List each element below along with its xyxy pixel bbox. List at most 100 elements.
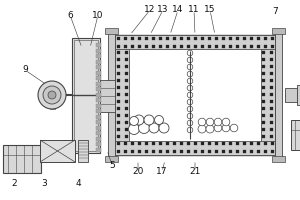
Bar <box>166 150 169 153</box>
Circle shape <box>222 124 230 132</box>
Bar <box>159 45 162 48</box>
Bar <box>215 142 218 145</box>
Bar <box>166 45 169 48</box>
Bar <box>96 131 101 135</box>
Bar <box>152 142 155 145</box>
Circle shape <box>38 81 66 109</box>
Bar <box>270 65 273 68</box>
Bar <box>243 45 246 48</box>
Bar <box>96 71 101 74</box>
Bar <box>261 49 275 141</box>
Bar <box>125 93 128 96</box>
Bar <box>117 86 120 89</box>
Bar <box>236 142 239 145</box>
Bar <box>117 93 120 96</box>
Bar <box>117 79 120 82</box>
Text: 14: 14 <box>172 5 184 15</box>
Bar <box>117 128 120 131</box>
Bar <box>201 37 204 40</box>
Circle shape <box>198 118 206 126</box>
Bar <box>222 142 225 145</box>
Bar <box>125 107 128 110</box>
Bar <box>270 107 273 110</box>
Circle shape <box>149 123 159 133</box>
Bar <box>96 98 101 102</box>
Bar <box>187 45 190 48</box>
Bar <box>96 126 101 130</box>
Text: 3: 3 <box>41 178 47 188</box>
Bar <box>236 150 239 153</box>
Bar <box>208 142 211 145</box>
Bar <box>74 40 98 151</box>
Bar <box>100 80 115 112</box>
Bar <box>90 89 96 101</box>
Bar <box>262 65 265 68</box>
Bar <box>96 136 101 140</box>
Bar <box>257 37 260 40</box>
Bar <box>270 114 273 117</box>
Circle shape <box>43 86 61 104</box>
Bar <box>236 37 239 40</box>
Bar <box>159 150 162 153</box>
Text: 20: 20 <box>132 168 144 176</box>
Bar <box>194 150 197 153</box>
Circle shape <box>130 116 139 126</box>
Bar <box>40 140 75 162</box>
Bar <box>270 51 273 54</box>
Bar <box>96 142 101 146</box>
Bar <box>117 58 120 61</box>
Bar <box>129 49 261 141</box>
Bar <box>145 45 148 48</box>
Bar <box>201 45 204 48</box>
Bar <box>229 142 232 145</box>
Bar <box>187 142 190 145</box>
Bar <box>270 72 273 75</box>
Bar <box>250 45 253 48</box>
Bar <box>96 82 101 86</box>
Bar <box>229 150 232 153</box>
Bar <box>222 150 225 153</box>
Bar <box>262 93 265 96</box>
Bar <box>262 79 265 82</box>
Bar <box>96 148 101 152</box>
Circle shape <box>159 123 169 133</box>
Bar <box>117 100 120 103</box>
Bar <box>125 114 128 117</box>
Bar <box>257 45 260 48</box>
Bar <box>215 45 218 48</box>
Bar <box>264 150 267 153</box>
Bar <box>264 37 267 40</box>
Bar <box>159 142 162 145</box>
Circle shape <box>222 118 230 126</box>
Bar <box>117 107 120 110</box>
Bar <box>124 45 127 48</box>
Bar <box>117 45 120 48</box>
Circle shape <box>139 122 149 134</box>
Bar <box>115 35 275 49</box>
Circle shape <box>128 123 140 134</box>
Bar <box>78 140 88 162</box>
Bar <box>166 142 169 145</box>
Bar <box>108 30 115 160</box>
Bar <box>125 51 128 54</box>
Bar <box>117 72 120 75</box>
Bar <box>50 81 55 86</box>
Bar <box>173 37 176 40</box>
Circle shape <box>134 115 144 125</box>
Bar <box>262 121 265 124</box>
Bar <box>270 121 273 124</box>
Bar <box>131 45 134 48</box>
Bar <box>250 150 253 153</box>
Bar <box>222 45 225 48</box>
Bar <box>138 45 141 48</box>
Bar <box>96 104 101 108</box>
Bar <box>264 142 267 145</box>
Bar <box>96 114 101 118</box>
Bar <box>145 142 148 145</box>
Bar <box>173 142 176 145</box>
Bar <box>152 150 155 153</box>
Bar <box>124 142 127 145</box>
Bar <box>257 150 260 153</box>
Text: 13: 13 <box>157 5 169 15</box>
Bar <box>125 135 128 138</box>
